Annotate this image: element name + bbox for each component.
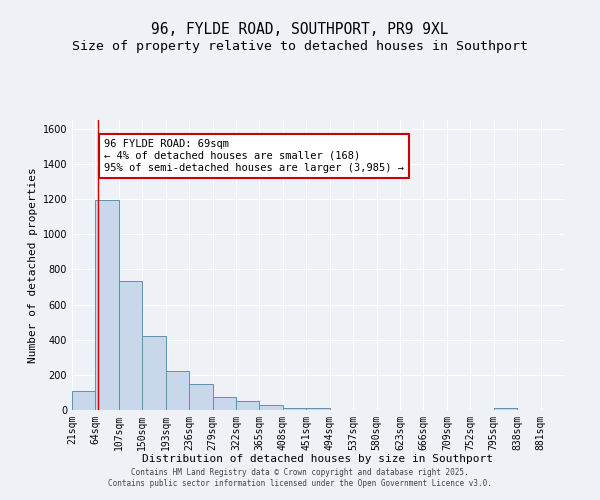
Bar xyxy=(142,336,166,410)
X-axis label: Distribution of detached houses by size in Southport: Distribution of detached houses by size … xyxy=(143,454,493,464)
Y-axis label: Number of detached properties: Number of detached properties xyxy=(28,167,38,363)
Bar xyxy=(72,391,95,410)
Bar xyxy=(189,384,212,410)
Bar xyxy=(283,408,306,410)
Bar xyxy=(119,281,142,410)
Bar xyxy=(95,200,119,410)
Bar xyxy=(259,405,283,410)
Bar xyxy=(494,408,517,410)
Text: Contains HM Land Registry data © Crown copyright and database right 2025.
Contai: Contains HM Land Registry data © Crown c… xyxy=(108,468,492,487)
Text: 96, FYLDE ROAD, SOUTHPORT, PR9 9XL: 96, FYLDE ROAD, SOUTHPORT, PR9 9XL xyxy=(151,22,449,38)
Bar xyxy=(166,372,189,410)
Bar xyxy=(212,398,236,410)
Text: Size of property relative to detached houses in Southport: Size of property relative to detached ho… xyxy=(72,40,528,53)
Bar xyxy=(306,408,330,410)
Text: 96 FYLDE ROAD: 69sqm
← 4% of detached houses are smaller (168)
95% of semi-detac: 96 FYLDE ROAD: 69sqm ← 4% of detached ho… xyxy=(104,140,404,172)
Bar xyxy=(236,401,259,410)
